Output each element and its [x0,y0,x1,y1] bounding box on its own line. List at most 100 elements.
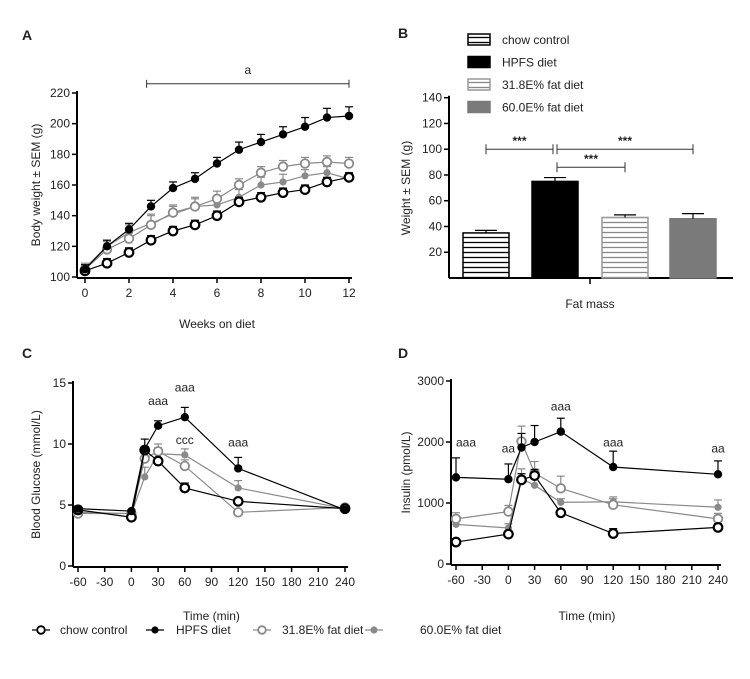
data-point [233,179,245,191]
significance-label: aaa [603,435,623,449]
significance-label: aa [502,441,516,455]
data-point [232,507,244,518]
series-line [455,477,719,529]
data-point [531,481,539,489]
legend-marker [36,625,46,635]
data-point [179,482,191,494]
x-tick-label: 180 [282,575,302,589]
significance-label: aaa [456,435,476,449]
legend-label: 60.0E% fat diet [420,623,502,637]
legend-marker [370,626,378,634]
data-point [343,158,355,169]
x-tick-label: 10 [298,286,312,300]
significance-label: *** [618,134,632,148]
series-31-8e-fat-diet [72,443,351,519]
x-tick-label: 150 [255,575,275,589]
data-point [234,484,242,492]
data-point [340,505,350,515]
data-point [323,169,331,177]
y-tick-label: 1000 [417,496,444,510]
data-point [530,437,539,447]
panel-b-fat-mass-chart: 20 40 60 80 100 120 140 Fat mass Weight ± SEM (g… [399,33,733,311]
data-point [450,513,462,525]
x-axis-label: Time (min) [559,609,616,623]
data-point [321,176,333,188]
data-point [712,522,724,533]
data-point [73,504,83,513]
data-point [190,174,200,184]
data-point [153,421,163,430]
y-tick-label: 140 [422,91,442,105]
series-line [78,450,346,515]
panel-d-insulin-chart: 0 1000 2000 3000 -60 -30 0 30 60 90 120 150 180 210 24… [399,374,728,623]
data-point [255,167,267,178]
y-tick-label: 120 [50,239,70,253]
legend-marker [151,626,159,634]
y-tick-label: 220 [50,86,70,100]
significance-label: aaa [228,435,248,449]
data-point [712,513,724,525]
y-tick-label: 0 [437,557,444,571]
data-point [555,483,567,494]
data-point [322,113,332,122]
data-point [278,130,288,139]
x-tick-label: -60 [447,573,465,587]
y-tick-label: 60 [429,194,443,208]
data-point [141,473,149,481]
y-tick-label: 200 [50,117,70,131]
data-point [181,451,189,459]
data-point [152,446,164,457]
data-point [179,460,191,472]
series-60-0e-fat-diet [74,447,349,518]
data-point [123,233,135,244]
series-line [455,430,719,480]
data-point [189,201,201,212]
series-line [77,416,346,512]
panel-letter-a: A [22,27,32,43]
data-point [123,247,135,258]
significance-label: aaa [148,394,168,408]
panel-letter-c: C [22,345,32,361]
data-point [167,207,179,218]
significance-label: aa [711,441,725,455]
data-point [127,506,136,516]
data-point [152,455,164,467]
data-point [503,506,514,517]
series-chow-control [450,468,724,548]
series-line [77,448,346,518]
y-tick-label: 100 [50,270,70,284]
y-tick-label: 120 [422,116,442,130]
bar [531,180,579,279]
y-axis-label: Blood Glucose (mmol/L) [29,410,43,539]
x-tick-label: 0 [82,286,89,300]
significance-label: *** [512,134,526,148]
data-point [517,443,526,452]
x-tick-label: 4 [170,286,177,300]
x-tick-label: -30 [96,575,114,589]
series-hpfs-diet [80,106,354,274]
legend-label: HPFS diet [176,623,231,637]
series-line [455,439,719,520]
data-point [301,172,309,180]
data-point [124,225,134,234]
y-tick-label: 80 [429,168,443,182]
y-tick-label: 40 [429,219,443,233]
x-tick-label: 180 [656,573,676,587]
bottom-legend: chow control HPFS diet 31.8E% fat diet 60.0… [32,623,502,637]
data-point [212,159,222,168]
x-tick-label: 150 [629,573,649,587]
data-point [277,187,289,199]
data-point [321,156,333,168]
data-point [234,464,243,473]
x-axis-label: Time (min) [183,609,240,623]
data-point [233,196,245,208]
data-point [277,161,289,172]
series-line [455,474,719,543]
data-point [189,219,201,231]
data-point [211,210,223,222]
series-line [77,453,346,515]
x-tick-label: 120 [228,575,248,589]
legend-label: HPFS diet [502,56,557,70]
series-31-8e-fat-diet [450,425,724,525]
data-point [344,111,354,121]
